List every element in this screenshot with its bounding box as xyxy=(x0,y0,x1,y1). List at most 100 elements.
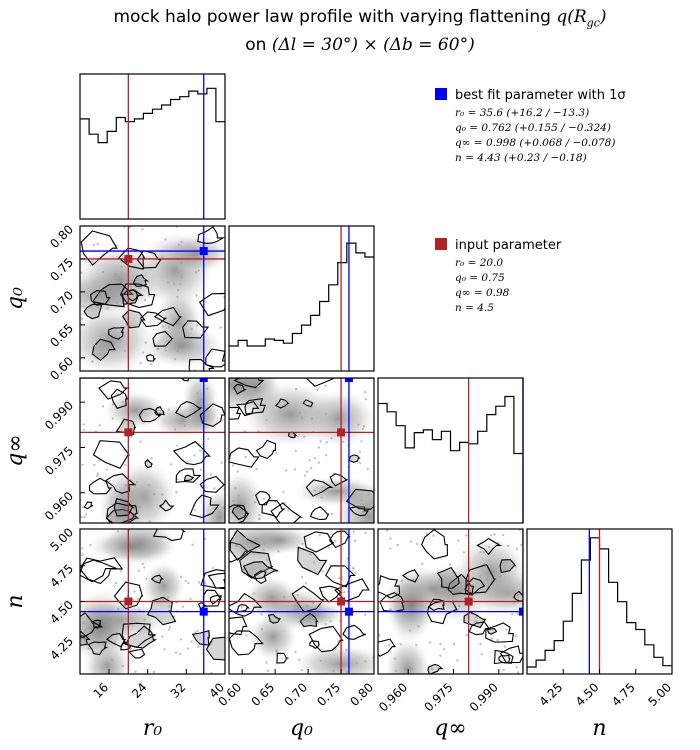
sample-point xyxy=(330,512,334,516)
title-math-sub: gc xyxy=(586,16,600,30)
sample-point xyxy=(287,509,290,512)
panel-content xyxy=(80,226,225,371)
contour-line xyxy=(98,380,129,400)
sample-point xyxy=(358,461,362,465)
input-marker xyxy=(124,597,133,606)
panel-r0-q0 xyxy=(80,226,225,371)
sample-point xyxy=(125,324,128,327)
contour-line xyxy=(80,630,91,646)
y-tick-label: 0.960 xyxy=(42,489,76,523)
sample-point xyxy=(124,484,128,487)
sample-point xyxy=(231,464,235,467)
sample-point xyxy=(295,387,298,391)
sample-point xyxy=(91,260,94,263)
sample-point xyxy=(298,658,301,662)
sample-point xyxy=(364,613,367,616)
sample-point xyxy=(111,417,114,420)
sample-point xyxy=(310,417,313,420)
density-blob xyxy=(246,529,313,555)
contour-line xyxy=(476,537,503,556)
sample-point xyxy=(144,341,147,344)
sample-point xyxy=(130,279,133,282)
sample-point xyxy=(133,432,136,435)
sample-point xyxy=(399,642,403,646)
sample-point xyxy=(237,494,241,497)
sample-point xyxy=(161,635,164,638)
sample-point xyxy=(174,651,178,654)
contour-line xyxy=(113,581,144,610)
panel-content xyxy=(80,378,225,523)
contour-line xyxy=(345,488,374,510)
sample-point xyxy=(311,601,315,604)
contour-line xyxy=(436,566,460,590)
sample-point xyxy=(277,550,280,553)
sample-point xyxy=(354,571,357,574)
sample-point xyxy=(305,470,309,473)
sample-point xyxy=(396,543,399,547)
bestfit-legend-value: q∞ = 0.998 (+0.068 / −0.078) xyxy=(455,137,615,149)
title-math: q(Rgc) xyxy=(556,7,606,30)
diag-panel-q0 xyxy=(228,225,375,372)
sample-point xyxy=(114,272,117,276)
sample-point xyxy=(123,349,127,353)
sample-point xyxy=(489,533,493,537)
sample-point xyxy=(176,349,179,353)
sample-point xyxy=(222,506,225,510)
contour-line xyxy=(348,454,361,463)
density-blob xyxy=(295,476,374,507)
bestfit-legend-value: q₀ = 0.762 (+0.155 / −0.324) xyxy=(455,122,611,134)
sample-point xyxy=(456,659,459,662)
y-tick-label: 0.65 xyxy=(47,321,76,350)
contour-line xyxy=(255,439,277,460)
sample-point xyxy=(243,382,247,385)
input-legend-value: q∞ = 0.98 xyxy=(455,287,510,299)
sample-point xyxy=(232,499,235,503)
contour-line xyxy=(229,616,248,636)
sample-point xyxy=(245,634,248,637)
contour-line xyxy=(175,468,202,483)
contour-line xyxy=(485,622,514,643)
contour-line xyxy=(205,348,225,368)
sample-point xyxy=(190,640,193,643)
contour-line xyxy=(499,559,517,574)
contour-line xyxy=(236,400,260,417)
sample-point xyxy=(137,569,141,573)
sample-point xyxy=(81,305,85,308)
x-tick-label: 0.70 xyxy=(281,680,310,709)
sample-point xyxy=(282,490,285,494)
sample-point xyxy=(516,612,520,616)
sample-point xyxy=(457,604,461,608)
sample-point xyxy=(124,463,127,467)
panel-frame xyxy=(79,225,226,372)
sample-point xyxy=(293,604,296,607)
sample-point xyxy=(408,629,412,632)
sample-point xyxy=(324,454,328,457)
sample-point xyxy=(197,645,200,649)
contour-line xyxy=(110,388,129,409)
sample-point xyxy=(181,344,184,348)
sample-point xyxy=(173,428,177,431)
legend-layer: best fit parameter with 1σ r₀ = 35.6 (+16… xyxy=(435,88,626,314)
panel-content xyxy=(80,529,225,674)
input-marker xyxy=(464,597,473,606)
contour-line xyxy=(209,594,222,605)
sample-point xyxy=(83,515,86,519)
x-tick-label: 0.975 xyxy=(421,680,455,714)
sample-point xyxy=(175,267,178,270)
sample-point xyxy=(355,661,358,665)
sample-point xyxy=(319,659,322,662)
sample-point xyxy=(179,638,183,641)
sample-point xyxy=(119,339,123,343)
title-text: mock halo power law profile with varying… xyxy=(113,7,551,27)
contour-line xyxy=(191,629,210,646)
contour-line xyxy=(232,383,247,395)
sample-point xyxy=(195,324,198,327)
density-blob xyxy=(385,638,430,674)
sample-point xyxy=(328,546,331,549)
contour-line xyxy=(303,531,335,553)
sample-point xyxy=(98,635,102,638)
sample-point xyxy=(258,513,261,517)
sample-point xyxy=(88,626,92,630)
